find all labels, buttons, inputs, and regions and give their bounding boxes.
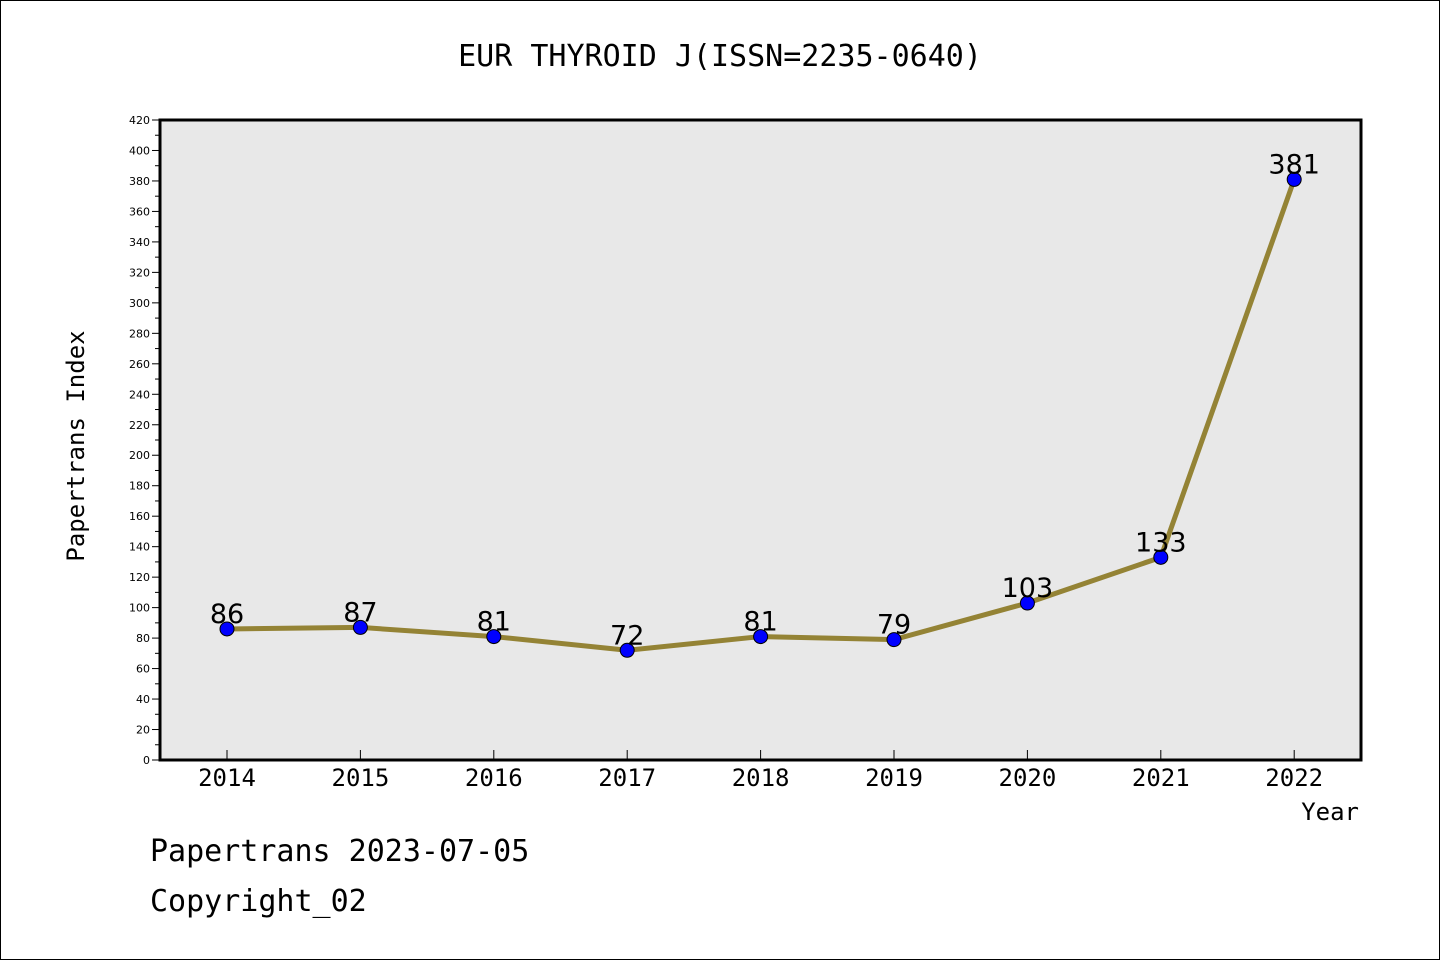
data-label: 381 <box>1268 149 1320 180</box>
x-tick-label: 2020 <box>999 764 1057 792</box>
x-axis-ticks: 2014 2015 2016 2017 2018 2019 2020 2021 2022 <box>198 750 1323 792</box>
y-tick-label: 40 <box>136 693 150 706</box>
data-labels: 86 87 81 72 81 79 103 133 381 <box>210 149 1320 651</box>
x-tick-label: 2014 <box>198 764 256 792</box>
x-tick-label: 2019 <box>865 764 923 792</box>
y-tick-label: 180 <box>129 480 150 493</box>
data-point <box>886 632 902 648</box>
y-tick-label: 280 <box>129 327 150 340</box>
data-label: 87 <box>343 597 377 628</box>
y-tick-label: 100 <box>129 602 150 615</box>
y-axis-ticks: 0 20 40 60 80 100 120 140 160 180 200 220 240 260 280 3… <box>129 114 160 767</box>
y-axis-label: Papertrans Index <box>62 330 90 561</box>
chart-title: EUR THYROID J(ISSN=2235-0640) <box>458 39 982 74</box>
y-tick-label: 0 <box>143 754 150 767</box>
data-point <box>1019 595 1035 611</box>
plot-area <box>158 118 1363 762</box>
data-point <box>219 621 235 637</box>
y-tick-label: 240 <box>129 388 150 401</box>
y-tick-label: 360 <box>129 205 150 218</box>
y-tick-label: 380 <box>129 175 150 188</box>
y-tick-label: 260 <box>129 358 150 371</box>
y-tick-label: 400 <box>129 144 150 157</box>
data-label: 86 <box>210 599 244 630</box>
y-tick-label: 200 <box>129 449 150 462</box>
data-label: 81 <box>743 607 777 638</box>
y-tick-label: 140 <box>129 541 150 554</box>
y-tick-label: 120 <box>129 571 150 584</box>
x-tick-label: 2016 <box>465 764 523 792</box>
y-tick-label: 60 <box>136 663 150 676</box>
data-label: 103 <box>1002 573 1054 604</box>
y-tick-label: 220 <box>129 419 150 432</box>
x-axis-label: Year <box>1301 798 1359 826</box>
data-point <box>753 629 769 645</box>
footer-date: Papertrans 2023-07-05 <box>150 834 530 869</box>
x-tick-label: 2022 <box>1265 764 1323 792</box>
data-point <box>352 619 368 635</box>
data-label: 133 <box>1135 527 1187 558</box>
x-tick-label: 2021 <box>1132 764 1190 792</box>
y-tick-label: 420 <box>129 114 150 127</box>
data-points <box>219 171 1302 658</box>
data-point <box>1286 171 1302 187</box>
x-tick-label: 2018 <box>732 764 790 792</box>
data-label: 72 <box>610 620 644 651</box>
y-tick-label: 320 <box>129 266 150 279</box>
y-tick-label: 80 <box>136 632 150 645</box>
data-point <box>619 642 635 658</box>
data-point <box>486 629 502 645</box>
y-tick-label: 20 <box>136 724 150 737</box>
y-tick-label: 300 <box>129 297 150 310</box>
y-tick-label: 160 <box>129 510 150 523</box>
data-point <box>1153 549 1169 565</box>
data-label: 81 <box>477 607 511 638</box>
footer-copyright: Copyright_02 <box>150 884 367 919</box>
y-tick-label: 340 <box>129 236 150 249</box>
x-tick-label: 2017 <box>598 764 656 792</box>
data-label: 79 <box>877 610 911 641</box>
x-tick-label: 2015 <box>332 764 390 792</box>
